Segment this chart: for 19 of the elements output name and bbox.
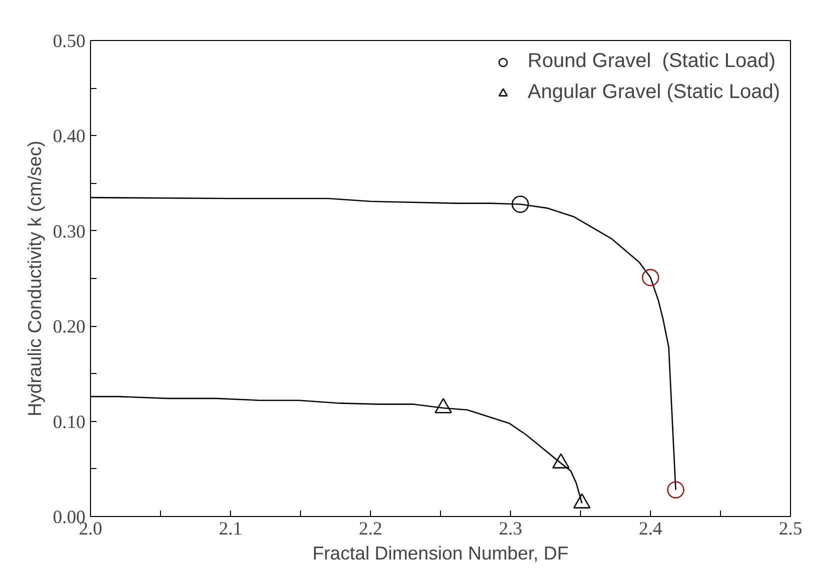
y-tick-label: 0.20 [52, 316, 86, 338]
x-tick-label: 2.1 [218, 518, 242, 540]
legend-label: Angular Gravel (Static Load) [528, 81, 780, 104]
y-tick-label: 0.40 [52, 126, 86, 148]
x-tick-label: 2.2 [358, 518, 382, 540]
point [552, 453, 570, 468]
point [573, 493, 591, 508]
y-tick-label: 0.10 [52, 412, 86, 433]
x-tick-label: 2.3 [498, 518, 522, 540]
y-tick-label: 0.50 [52, 31, 86, 52]
y-tick-label: 0.30 [52, 221, 86, 242]
point [642, 268, 660, 286]
point [434, 398, 452, 414]
legend-label: Round Gravel (Static Load) [528, 50, 776, 73]
x-axis-title: Fractal Dimension Number, DF [312, 542, 569, 564]
x-tick-label: 2.4 [638, 518, 663, 540]
x-tick-label: 2.5 [778, 518, 802, 540]
line-series [90, 196, 676, 490]
y-axis-title: Hydraulic Conductivity k (cm/sec) [24, 140, 45, 416]
